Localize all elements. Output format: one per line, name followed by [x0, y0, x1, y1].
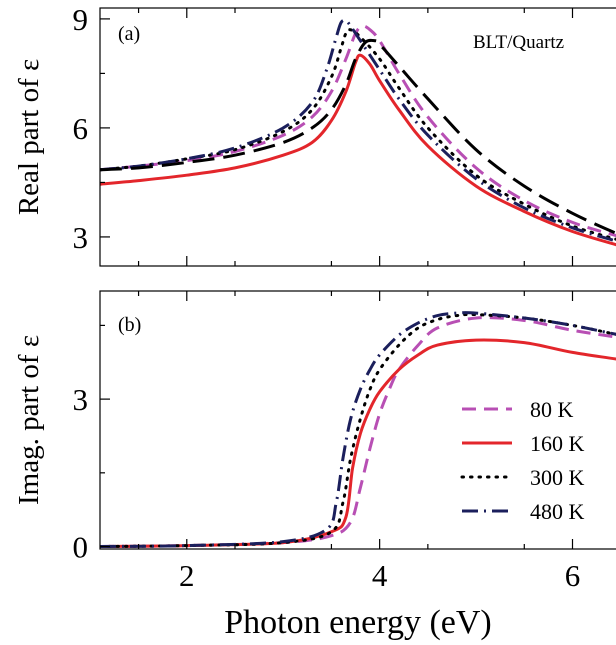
- series-line-unlabeled-4: [100, 38, 616, 235]
- series-line-80k: [100, 24, 616, 238]
- y-tick-label: 0: [73, 530, 89, 565]
- ticks-a: 3 6 9: [73, 2, 574, 266]
- panel-b: 0 3 2 4 6 (b) Imag. part of ε 80 K 160 K 300 K…: [13, 290, 616, 593]
- series-line-480k: [100, 311, 616, 548]
- y-tick-label: 3: [73, 382, 89, 417]
- y-tick-label: 6: [73, 111, 89, 146]
- legend-label: 160 K: [530, 431, 585, 456]
- series-lines-b: [100, 311, 616, 548]
- panel-label-b: (b): [118, 314, 141, 336]
- x-tick-label: 6: [565, 558, 581, 593]
- legend: 80 K 160 K 300 K 480 K: [460, 397, 585, 524]
- y-tick-label: 9: [73, 2, 89, 37]
- series-line-480k: [100, 18, 616, 243]
- panel-label-a: (a): [118, 23, 140, 45]
- y-axis-label-a: Real part of ε: [13, 59, 45, 215]
- annotation-blt-quartz: BLT/Quartz: [473, 32, 564, 53]
- ticks-b: 0 3 2 4 6: [73, 291, 581, 593]
- x-tick-label: 2: [179, 558, 195, 593]
- panel-a: 3 6 9 (a) BLT/Quartz Real part of ε: [13, 2, 616, 267]
- legend-label: 80 K: [530, 397, 574, 422]
- plot-frame-a: [99, 7, 616, 267]
- series-line-160k: [100, 53, 616, 247]
- legend-label: 480 K: [530, 499, 585, 524]
- series-lines-a: [100, 18, 616, 247]
- y-tick-label: 3: [73, 220, 89, 255]
- series-line-160k: [100, 338, 616, 548]
- x-axis-label: Photon energy (eV): [224, 604, 492, 641]
- y-axis-label-b: Imag. part of ε: [13, 335, 45, 505]
- legend-label: 300 K: [530, 465, 585, 490]
- series-line-300k: [100, 28, 616, 241]
- plot-frame-b: [99, 290, 616, 550]
- x-tick-label: 4: [372, 558, 388, 593]
